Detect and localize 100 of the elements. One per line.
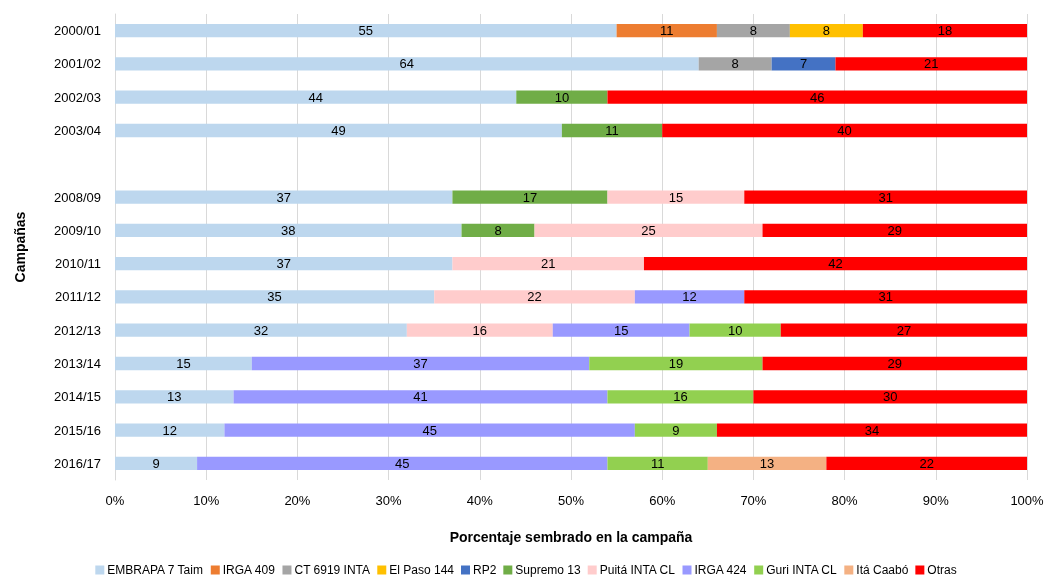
bar	[762, 356, 1027, 371]
data-label: 7	[799, 56, 808, 72]
x-tick-label: 10%	[193, 493, 220, 508]
bar	[835, 57, 1027, 71]
data-label: 42	[828, 256, 843, 272]
bar	[115, 190, 453, 204]
data-label: 11	[650, 455, 665, 471]
data-label: 16	[472, 322, 488, 338]
bar	[115, 256, 453, 271]
bar	[780, 323, 1027, 337]
y-tick-label: 2012/13	[54, 322, 101, 338]
bar	[689, 323, 781, 337]
y-axis-title: Campañas	[12, 211, 28, 283]
bar	[744, 190, 1027, 204]
y-tick-label: 2013/14	[54, 356, 101, 371]
bar	[589, 356, 763, 371]
data-label: 45	[395, 455, 410, 471]
bar	[716, 23, 790, 38]
bar	[643, 256, 1027, 271]
y-tick-label: 2001/02	[54, 56, 101, 72]
data-label: 29	[887, 222, 902, 238]
data-label: 21	[924, 56, 939, 72]
data-label: 9	[672, 422, 680, 438]
x-tick-label: 40%	[466, 493, 494, 508]
bar	[771, 57, 836, 71]
data-label: 30	[882, 389, 898, 405]
bar	[516, 90, 608, 104]
x-tick-label: 100%	[1010, 493, 1045, 508]
data-label: 13	[167, 389, 182, 405]
data-label: 46	[810, 89, 825, 105]
data-label: 10	[554, 89, 570, 105]
bar	[115, 356, 252, 371]
y-tick-label: 2009/10	[54, 222, 101, 238]
x-axis-title: Porcentaje sembrado en la campaña	[449, 529, 693, 545]
data-label: 38	[281, 222, 296, 238]
legend-label: Guri INTA CL	[766, 563, 837, 577]
data-label: 64	[399, 56, 415, 72]
bar	[115, 23, 617, 38]
data-label: 8	[494, 222, 502, 238]
data-label: 45	[422, 422, 437, 438]
data-label: 41	[413, 389, 428, 405]
data-label: 11	[605, 123, 619, 138]
data-label: 18	[937, 23, 953, 39]
legend-label: Otras	[927, 563, 957, 577]
bar	[406, 323, 553, 337]
bar	[607, 90, 1027, 104]
x-tick-label: 20%	[284, 493, 311, 508]
data-label: 49	[331, 123, 346, 138]
data-label: 35	[267, 289, 282, 305]
y-tick-label: 2003/04	[54, 123, 101, 138]
bar	[251, 356, 590, 371]
bar	[744, 290, 1027, 304]
data-label: 37	[276, 256, 291, 272]
bar	[762, 223, 1027, 238]
x-tick-label: 0%	[105, 493, 125, 508]
data-label: 29	[887, 356, 902, 371]
bar	[607, 190, 745, 204]
data-label: 22	[527, 289, 542, 305]
legend-label: Itá Caabó	[856, 563, 909, 577]
data-label: 25	[641, 222, 656, 238]
data-label: 15	[613, 322, 629, 338]
bar	[789, 23, 863, 38]
bar	[115, 323, 407, 337]
data-label: 31	[878, 189, 893, 205]
legend-label: IRGA 409	[222, 563, 276, 577]
data-label: 32	[253, 322, 269, 338]
bar	[115, 57, 699, 71]
x-tick-label: 80%	[831, 493, 859, 508]
bar	[616, 23, 717, 38]
data-label: 11	[660, 23, 674, 39]
data-label: 37	[413, 356, 428, 371]
bar	[707, 456, 827, 471]
bar	[634, 290, 745, 304]
bar	[552, 323, 690, 337]
data-label: 15	[176, 356, 191, 371]
bar	[716, 423, 1027, 437]
data-label: 12	[162, 422, 177, 438]
bar	[862, 23, 1027, 38]
data-label: 16	[673, 389, 688, 405]
legend-label: CT 6919 INTA	[294, 563, 371, 577]
y-tick-label: 2008/09	[54, 189, 101, 205]
bar	[698, 57, 772, 71]
y-tick-label: 2011/12	[54, 289, 101, 305]
x-tick-label: 90%	[922, 493, 950, 508]
bar	[115, 423, 225, 437]
bar	[233, 390, 608, 404]
bar	[115, 223, 462, 238]
bar	[662, 123, 1027, 138]
y-tick-label: 2002/03	[54, 89, 101, 105]
data-label: 10	[727, 322, 743, 338]
bar	[115, 456, 198, 471]
bar	[753, 390, 1027, 404]
x-tick-label: 70%	[740, 493, 767, 508]
data-label: 27	[896, 322, 912, 338]
data-label: 17	[522, 189, 538, 205]
y-tick-label: 2014/15	[54, 389, 101, 405]
bar	[115, 390, 234, 404]
bar	[434, 290, 635, 304]
data-label: 55	[358, 23, 374, 39]
bar	[197, 456, 608, 471]
